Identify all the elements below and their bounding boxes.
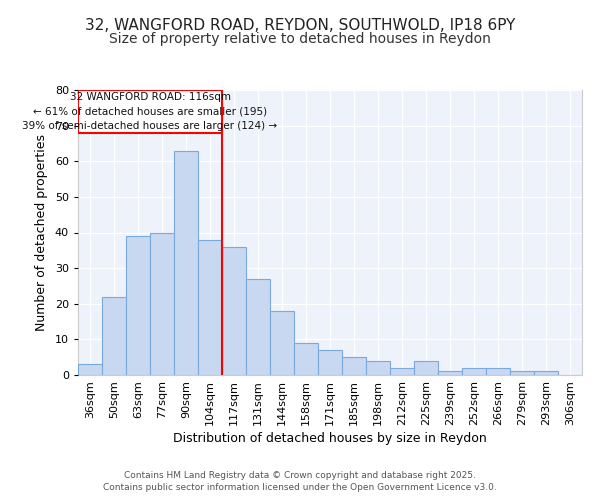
Bar xyxy=(534,372,558,375)
Bar xyxy=(126,236,150,375)
Text: 32 WANGFORD ROAD: 116sqm: 32 WANGFORD ROAD: 116sqm xyxy=(70,92,230,102)
Bar xyxy=(150,232,174,375)
Text: 39% of semi-detached houses are larger (124) →: 39% of semi-detached houses are larger (… xyxy=(22,120,278,130)
Bar xyxy=(366,361,390,375)
Text: ← 61% of detached houses are smaller (195): ← 61% of detached houses are smaller (19… xyxy=(33,106,267,117)
Bar xyxy=(486,368,510,375)
Bar xyxy=(510,372,534,375)
Bar xyxy=(390,368,414,375)
Bar xyxy=(462,368,486,375)
Bar xyxy=(222,246,246,375)
Bar xyxy=(78,364,102,375)
Bar xyxy=(198,240,222,375)
Bar xyxy=(246,279,270,375)
Bar xyxy=(438,372,462,375)
Bar xyxy=(270,311,294,375)
Text: Size of property relative to detached houses in Reydon: Size of property relative to detached ho… xyxy=(109,32,491,46)
X-axis label: Distribution of detached houses by size in Reydon: Distribution of detached houses by size … xyxy=(173,432,487,445)
Y-axis label: Number of detached properties: Number of detached properties xyxy=(35,134,48,331)
Bar xyxy=(78,90,222,132)
Bar xyxy=(318,350,342,375)
Bar xyxy=(414,361,438,375)
Text: Contains HM Land Registry data © Crown copyright and database right 2025.
Contai: Contains HM Land Registry data © Crown c… xyxy=(103,471,497,492)
Bar xyxy=(102,296,126,375)
Bar xyxy=(174,150,198,375)
Bar xyxy=(294,343,318,375)
Bar xyxy=(342,357,366,375)
Text: 32, WANGFORD ROAD, REYDON, SOUTHWOLD, IP18 6PY: 32, WANGFORD ROAD, REYDON, SOUTHWOLD, IP… xyxy=(85,18,515,32)
